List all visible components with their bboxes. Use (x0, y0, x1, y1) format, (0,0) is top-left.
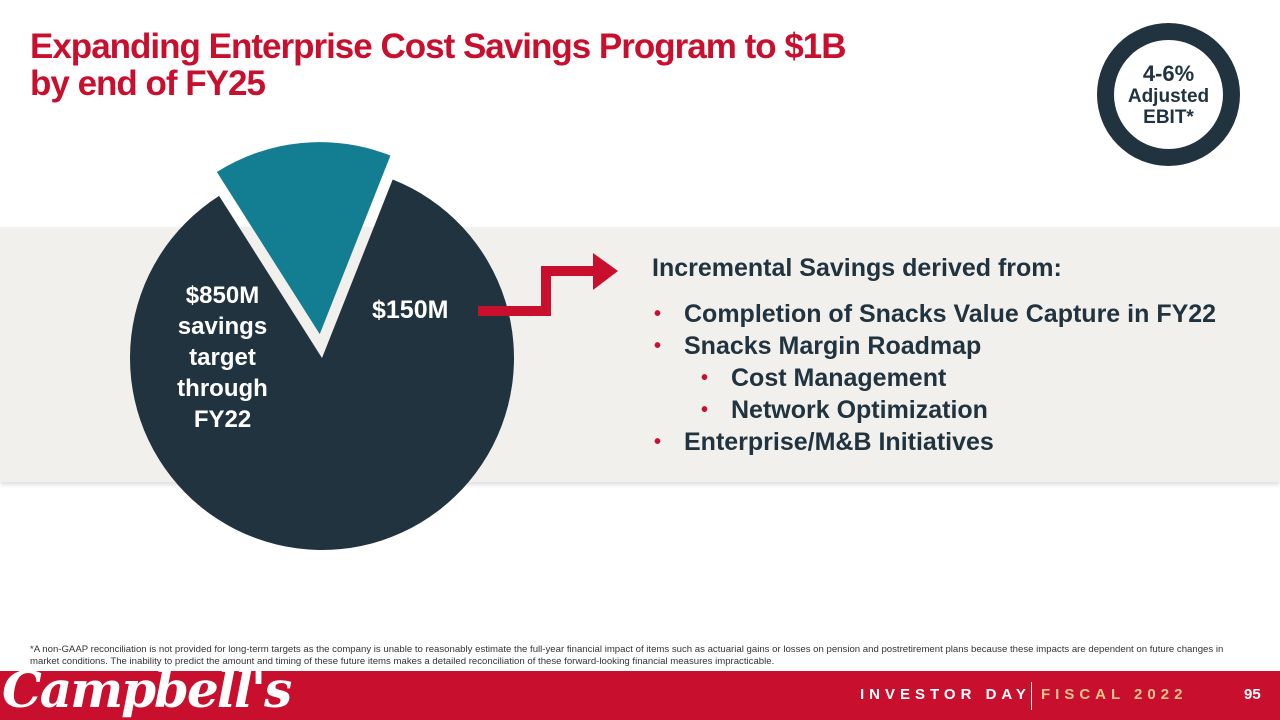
connector-arrow-head (593, 253, 618, 290)
list-item: Completion of Snacks Value Capture in FY… (652, 298, 1216, 330)
pie-label-850m-line: through (177, 375, 268, 402)
footer-divider (1031, 682, 1032, 710)
pie-label-850m-line: $850M (185, 282, 260, 309)
campbells-logo: Campbell's (2, 660, 292, 719)
list-item-sub: Cost Management (652, 362, 1216, 394)
pie-label-850m-line: savings (177, 313, 268, 340)
savings-heading: Incremental Savings derived from: (652, 254, 1062, 282)
page-title: Expanding Enterprise Cost Savings Progra… (30, 27, 847, 103)
savings-list: Completion of Snacks Value Capture in FY… (652, 298, 1216, 458)
ebit-badge: 4-6% Adjusted EBIT* (1114, 40, 1223, 149)
pie-slice-1 (130, 179, 515, 551)
page-title-line-1: Expanding Enterprise Cost Savings Progra… (30, 27, 847, 66)
list-item-sub: Network Optimization (652, 394, 1216, 426)
ebit-badge-percent: 4-6% (1142, 60, 1195, 86)
footer-fiscal-label: FISCAL 2022 (1041, 686, 1188, 703)
pie-label-850m: $850M savings target through FY22 (140, 280, 305, 435)
list-item: Snacks Margin Roadmap (652, 330, 1216, 362)
pie-label-150m: $150M (372, 296, 449, 324)
connector-arrow (478, 266, 597, 316)
pie-label-850m-line: FY22 (193, 406, 252, 433)
footer-bar (0, 671, 1280, 720)
ebit-badge-label-1: Adjusted (1127, 85, 1210, 107)
page-number: 95 (1244, 686, 1261, 703)
list-item: Enterprise/M&B Initiatives (652, 426, 1216, 458)
page-title-line-2: by end of FY25 (30, 64, 266, 103)
pie-label-850m-line: target (189, 344, 256, 371)
footnote: *A non-GAAP reconciliation is not provid… (30, 644, 1224, 667)
ebit-badge-label-2: EBIT* (1143, 106, 1194, 128)
pie-slice-2 (216, 142, 391, 335)
footer-event-label: INVESTOR DAY (860, 686, 1031, 703)
